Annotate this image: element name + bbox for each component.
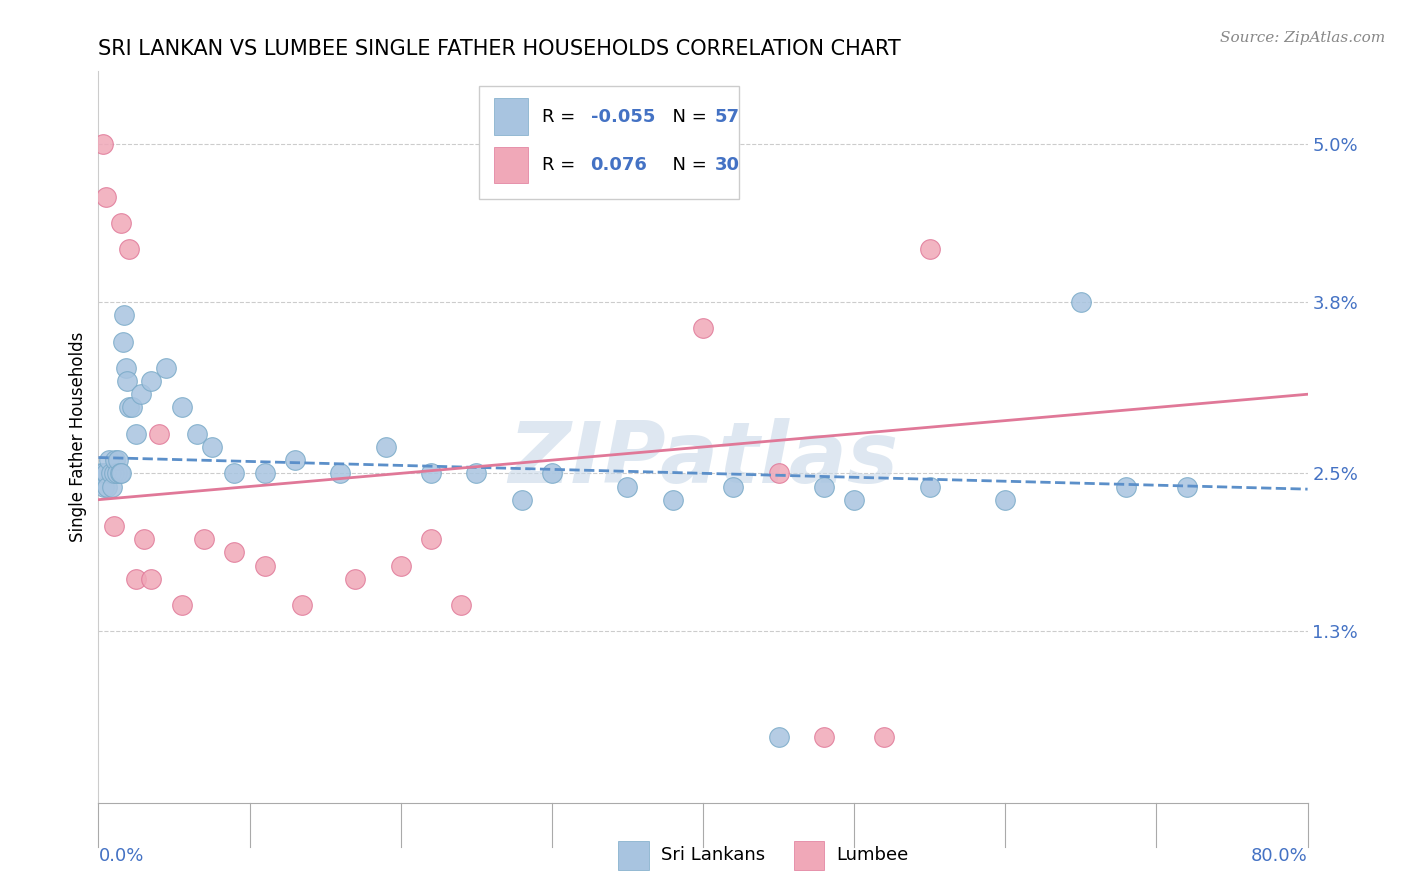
Text: 57: 57 — [716, 108, 740, 126]
Point — [450, 598, 472, 612]
Point — [114, 360, 136, 375]
Point — [768, 467, 790, 481]
Point — [129, 387, 152, 401]
Point — [994, 492, 1017, 507]
Point — [1175, 479, 1198, 493]
Point — [918, 242, 941, 256]
Point — [110, 216, 132, 230]
Point — [844, 492, 866, 507]
Point — [94, 189, 117, 203]
FancyBboxPatch shape — [494, 146, 527, 183]
Point — [141, 572, 163, 586]
Text: N =: N = — [661, 108, 713, 126]
Point — [115, 374, 138, 388]
Y-axis label: Single Father Households: Single Father Households — [69, 332, 87, 542]
Point — [91, 136, 114, 151]
Point — [186, 426, 208, 441]
Text: Sri Lankans: Sri Lankans — [661, 847, 765, 864]
Text: Source: ZipAtlas.com: Source: ZipAtlas.com — [1219, 31, 1385, 45]
Point — [768, 730, 790, 744]
Point — [107, 453, 129, 467]
Text: Lumbee: Lumbee — [837, 847, 908, 864]
Text: 0.0%: 0.0% — [98, 847, 143, 864]
Point — [540, 467, 562, 481]
Point — [723, 479, 745, 493]
Point — [193, 533, 215, 547]
Point — [329, 467, 352, 481]
Point — [510, 492, 533, 507]
Point — [108, 467, 131, 481]
Point — [125, 426, 148, 441]
Point — [132, 533, 155, 547]
FancyBboxPatch shape — [619, 841, 648, 870]
FancyBboxPatch shape — [479, 86, 740, 200]
Text: 80.0%: 80.0% — [1251, 847, 1308, 864]
Point — [918, 479, 941, 493]
Point — [110, 467, 132, 481]
Point — [1070, 295, 1092, 310]
Point — [90, 467, 112, 481]
Point — [100, 467, 122, 481]
Point — [813, 479, 835, 493]
Point — [101, 479, 124, 493]
Point — [661, 492, 683, 507]
Point — [96, 479, 118, 493]
Point — [105, 467, 128, 481]
Point — [813, 730, 835, 744]
Point — [1115, 479, 1137, 493]
Text: 30: 30 — [716, 156, 740, 174]
Point — [98, 453, 121, 467]
Point — [93, 479, 115, 493]
Point — [121, 401, 143, 415]
Text: 0.076: 0.076 — [591, 156, 647, 174]
Point — [291, 598, 314, 612]
Point — [118, 401, 141, 415]
Point — [344, 572, 367, 586]
Point — [104, 453, 127, 467]
Point — [374, 440, 396, 454]
Point — [170, 401, 193, 415]
Point — [253, 467, 276, 481]
Text: ZIPatlas: ZIPatlas — [508, 417, 898, 500]
Point — [873, 730, 896, 744]
Point — [91, 467, 114, 481]
Point — [616, 479, 638, 493]
Point — [125, 572, 148, 586]
Point — [389, 558, 412, 573]
Point — [253, 558, 276, 573]
Text: -0.055: -0.055 — [591, 108, 655, 126]
FancyBboxPatch shape — [494, 98, 527, 135]
Point — [94, 467, 117, 481]
Point — [118, 242, 141, 256]
Text: R =: R = — [543, 108, 581, 126]
Text: R =: R = — [543, 156, 581, 174]
Point — [692, 321, 714, 335]
Point — [224, 545, 246, 559]
Point — [420, 533, 443, 547]
Point — [141, 374, 163, 388]
Point — [112, 308, 135, 322]
Text: SRI LANKAN VS LUMBEE SINGLE FATHER HOUSEHOLDS CORRELATION CHART: SRI LANKAN VS LUMBEE SINGLE FATHER HOUSE… — [98, 38, 901, 59]
Point — [284, 453, 307, 467]
Point — [148, 426, 170, 441]
Point — [465, 467, 488, 481]
Point — [420, 467, 443, 481]
Point — [155, 360, 177, 375]
Point — [103, 467, 125, 481]
FancyBboxPatch shape — [793, 841, 824, 870]
Point — [111, 334, 134, 349]
Point — [170, 598, 193, 612]
Point — [201, 440, 224, 454]
Point — [224, 467, 246, 481]
Text: N =: N = — [661, 156, 713, 174]
Point — [103, 519, 125, 533]
